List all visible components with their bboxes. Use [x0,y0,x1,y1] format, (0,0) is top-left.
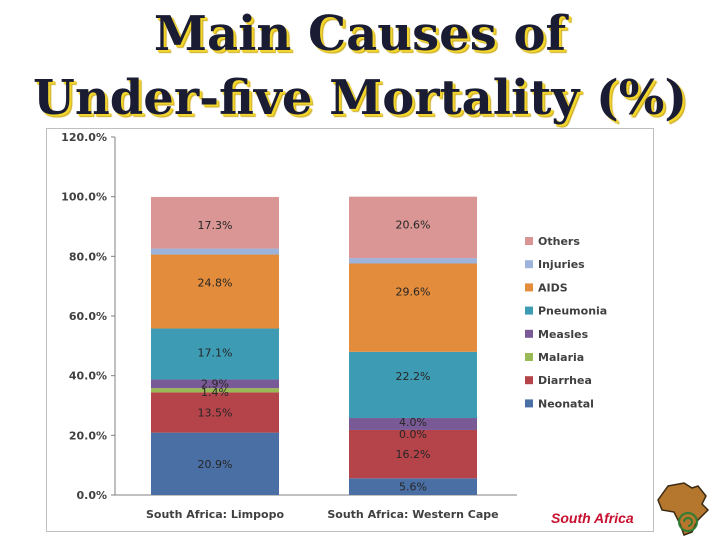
legend-swatch [525,376,533,385]
legend-swatch [525,399,533,408]
bar-segment-measles [349,418,477,430]
africa-map-icon [657,482,710,536]
x-category-label: South Africa: Western Cape [327,508,498,521]
axes: 0.0% 20.0% 40.0% 60.0% 80.0% 100.0% 120.0% Sout… [61,131,517,521]
data-label: 2.9% [201,378,229,391]
data-label: 4.0% [399,416,427,429]
y-tick-label: 40.0% [69,370,107,383]
data-label: 20.6% [396,219,431,232]
data-label: 0.0% [399,428,427,441]
bar-segment-injuries [151,248,279,255]
x-category-label: South Africa: Limpopo [146,508,284,521]
legend-swatch [525,306,533,315]
bar-segment-diarrhea [151,392,279,433]
legend-label: Diarrhea [538,374,592,387]
slide-title-line-1: Main Causes of [153,6,567,62]
bar-segment-neonatal [151,432,279,495]
y-tick-label: 120.0% [61,131,107,144]
brand-label: South Africa [551,510,634,526]
data-label: 22.2% [396,370,431,383]
legend-label: Others [538,235,580,248]
data-label: 13.5% [198,407,233,420]
legend-label: Malaria [538,351,584,364]
y-tick-label: 100.0% [61,191,107,204]
bar-segment-others [349,196,477,259]
bar-segment-neonatal [349,478,477,495]
bar-segment-malaria [151,388,279,393]
bar-segment-pneumonia [151,328,279,380]
data-label: 24.8% [198,277,233,290]
data-label: 17.3% [198,219,233,232]
legend-label: Measles [538,328,589,341]
y-tick-label: 0.0% [76,489,107,502]
y-tick-label: 20.0% [69,429,107,442]
bar-segment-aids [151,254,279,329]
legend-swatch [525,260,533,269]
legend-label: Injuries [538,258,585,271]
data-label: 20.9% [198,458,233,471]
bars [151,196,477,495]
bar-segment-injuries [349,258,477,264]
data-label: 29.6% [396,285,431,298]
data-label: 5.6% [399,481,427,494]
legend-swatch [525,353,533,361]
bar-segment-measles [151,379,279,389]
legend: Others Injuries AIDS Pneumonia Measles Malari… [525,235,607,410]
y-tick-label: 60.0% [69,310,107,323]
data-label: 1.4% [201,386,229,399]
y-tick-label: 80.0% [69,250,107,263]
bar-segment-others [151,196,279,249]
data-labels: 20.9% 13.5% 1.4%2.9% 17.1% 24.8% 17.3% 5.6% 16.… [198,219,431,494]
chart-frame: 0.0% 20.0% 40.0% 60.0% 80.0% 100.0% 120.0% Sout… [46,128,654,532]
bar-segment-pneumonia [349,351,477,419]
slide-title-line-2: Under-five Mortality (%) [32,70,688,126]
bar-segment-aids [349,263,477,352]
bar-segment-diarrhea [349,429,477,479]
legend-swatch [525,283,533,292]
legend-label: Neonatal [538,397,594,410]
legend-swatch [525,329,533,338]
stacked-bar-chart: 0.0% 20.0% 40.0% 60.0% 80.0% 100.0% 120.0% Sout… [61,131,607,521]
data-label: 17.1% [198,347,233,360]
data-label: 16.2% [396,448,431,461]
legend-label: Pneumonia [538,305,607,318]
legend-swatch [525,237,533,245]
legend-label: AIDS [538,281,568,294]
